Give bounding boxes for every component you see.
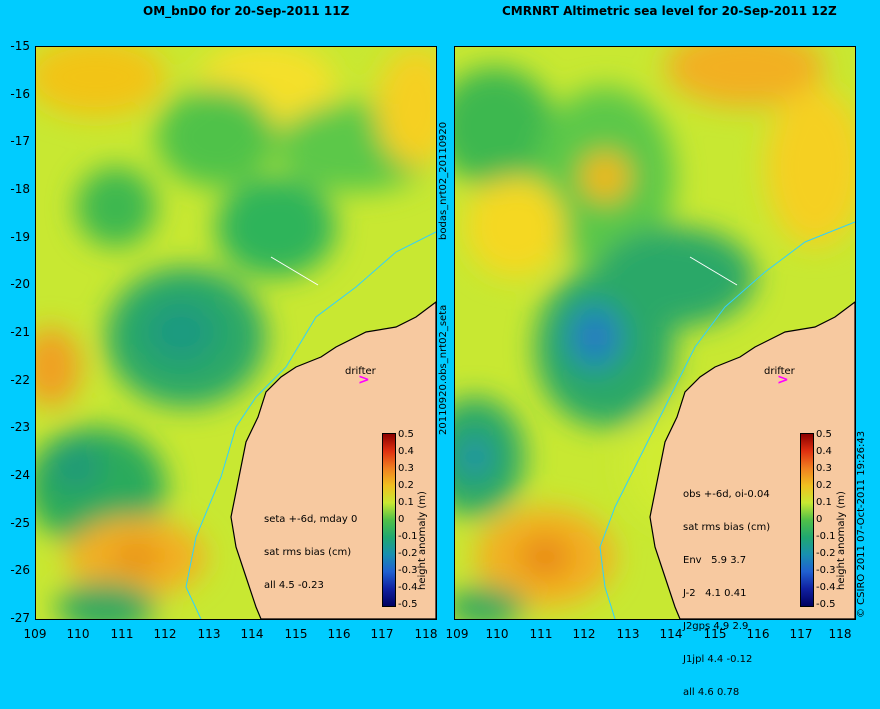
cb-tick: 0.1 <box>398 497 414 508</box>
x-tick: 116 <box>746 627 770 641</box>
y-tick: -17 <box>10 134 30 148</box>
left-panel-title: OM_bnD0 for 20-Sep-2011 11Z <box>143 4 350 18</box>
x-tick: 115 <box>284 627 308 641</box>
x-tick: 110 <box>485 627 509 641</box>
x-tick: 115 <box>703 627 727 641</box>
y-tick: -27 <box>10 611 30 625</box>
x-tick: 111 <box>110 627 134 641</box>
x-tick: 111 <box>529 627 553 641</box>
x-tick: 114 <box>659 627 683 641</box>
cb-tick: -0.2 <box>398 548 418 559</box>
x-tick: 113 <box>616 627 640 641</box>
right-stats: obs +-6d, oi-0.04 sat rms bias (cm) Env … <box>683 467 770 709</box>
right-drifter-label: drifter <box>764 366 795 377</box>
cb-tick: 0.4 <box>816 446 832 457</box>
left-side-label: bodas_nrt02_20110920 <box>438 121 449 240</box>
x-tick: 118 <box>414 627 438 641</box>
left-drifter-label: drifter <box>345 366 376 377</box>
stats-line: J2gps 4.9 2.9 <box>683 621 749 632</box>
right-drifter-arrow-icon: > <box>777 372 789 388</box>
stats-line: sat rms bias (cm) <box>264 547 352 558</box>
y-tick: -26 <box>10 563 30 577</box>
x-tick: 117 <box>789 627 813 641</box>
x-tick: 112 <box>572 627 596 641</box>
cb-tick: 0.2 <box>398 480 414 491</box>
stats-line: seta +-6d, mday 0 <box>264 514 358 525</box>
cb-tick: -0.1 <box>816 531 836 542</box>
right-colorbar <box>800 433 814 607</box>
cb-tick: -0.2 <box>816 548 836 559</box>
cb-tick: 0 <box>816 514 823 525</box>
stats-line: obs +-6d, oi-0.04 <box>683 489 770 500</box>
left-drifter-arrow-icon: > <box>358 372 370 388</box>
x-tick: 109 <box>23 627 47 641</box>
right-colorbar-label: height anomaly (m) <box>836 491 847 590</box>
cb-tick: 0.5 <box>816 429 832 440</box>
x-tick: 110 <box>66 627 90 641</box>
y-tick: -23 <box>10 420 30 434</box>
y-tick: -20 <box>10 277 30 291</box>
left-map <box>35 46 437 620</box>
y-tick: -24 <box>10 468 30 482</box>
stats-line: J-2 4.1 0.41 <box>683 588 747 599</box>
right-side-label: 20110920.obs_nrt02_seta <box>438 304 449 435</box>
y-tick: -19 <box>10 230 30 244</box>
left-colorbar <box>382 433 396 607</box>
right-map <box>454 46 856 620</box>
cb-tick: -0.4 <box>816 582 836 593</box>
y-tick: -15 <box>10 39 30 53</box>
stats-line: all 4.6 0.78 <box>683 687 740 698</box>
cb-tick: 0.1 <box>816 497 832 508</box>
y-tick: -25 <box>10 516 30 530</box>
x-tick: 116 <box>327 627 351 641</box>
y-tick: -16 <box>10 87 30 101</box>
y-tick: -21 <box>10 325 30 339</box>
x-tick: 109 <box>445 627 469 641</box>
left-stats: seta +-6d, mday 0 sat rms bias (cm) all … <box>264 492 357 602</box>
cb-tick: -0.4 <box>398 582 418 593</box>
credit-label: © CSIRO 2011 07-Oct-2011 19:26:43 <box>856 430 867 618</box>
stats-line: all 4.5 -0.23 <box>264 580 324 591</box>
stats-line: sat rms bias (cm) <box>683 522 771 533</box>
left-colorbar-label: height anomaly (m) <box>417 491 428 590</box>
cb-tick: -0.3 <box>816 565 836 576</box>
stats-line: Env 5.9 3.7 <box>683 555 747 566</box>
cb-tick: 0.4 <box>398 446 414 457</box>
cb-tick: -0.3 <box>398 565 418 576</box>
x-tick: 112 <box>153 627 177 641</box>
cb-tick: -0.1 <box>398 531 418 542</box>
cb-tick: 0.3 <box>816 463 832 474</box>
cb-tick: 0.5 <box>398 429 414 440</box>
x-tick: 117 <box>370 627 394 641</box>
cb-tick: 0.3 <box>398 463 414 474</box>
cb-tick: 0.2 <box>816 480 832 491</box>
right-panel-title: CMRNRT Altimetric sea level for 20-Sep-2… <box>502 4 837 18</box>
x-tick: 113 <box>197 627 221 641</box>
y-tick: -18 <box>10 182 30 196</box>
cb-tick: -0.5 <box>398 599 418 610</box>
y-tick: -22 <box>10 373 30 387</box>
cb-tick: 0 <box>398 514 405 525</box>
x-tick: 114 <box>240 627 264 641</box>
cb-tick: -0.5 <box>816 599 836 610</box>
x-tick: 118 <box>828 627 852 641</box>
